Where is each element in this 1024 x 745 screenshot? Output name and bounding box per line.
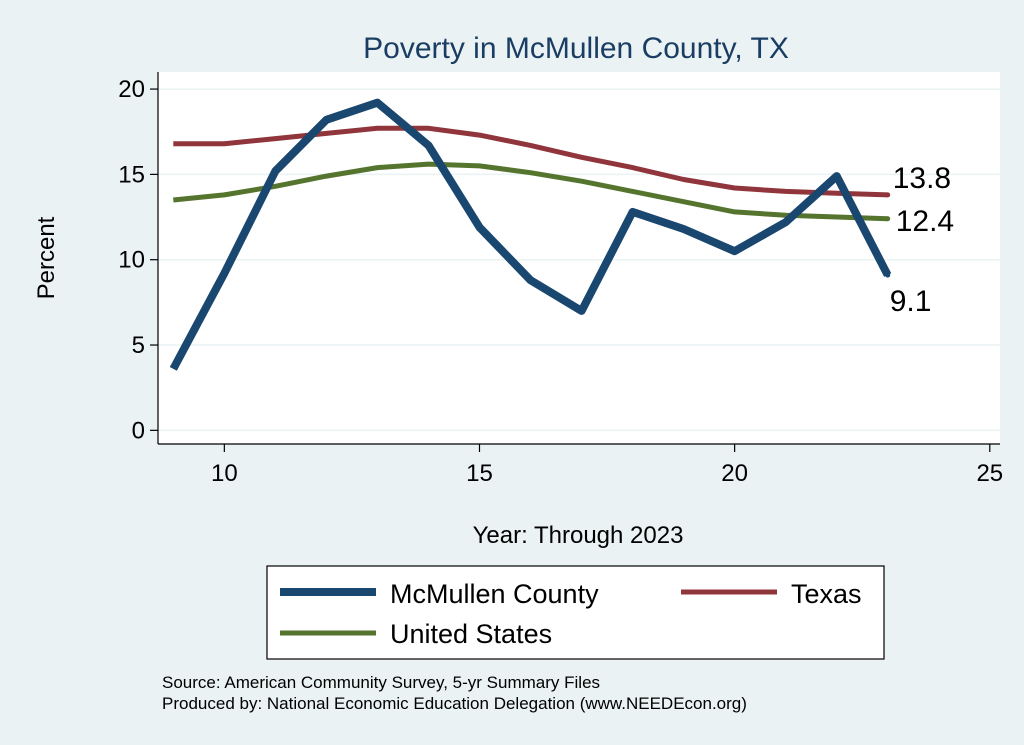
- end-label-texas: 13.8: [893, 162, 951, 195]
- legend-label-us: United States: [390, 619, 552, 649]
- end-marker-mcmullen-county: [885, 272, 891, 278]
- x-tick-label-20: 20: [721, 460, 748, 487]
- x-tick-label-15: 15: [466, 460, 493, 487]
- x-tick-label-25: 25: [976, 460, 1003, 487]
- series-line-united-states: [173, 161, 888, 222]
- y-axis-title: Percent: [33, 216, 60, 299]
- y-tick-label-5: 5: [132, 332, 145, 359]
- legend: McMullen County Texas United States: [266, 565, 885, 660]
- source-note: Source: American Community Survey, 5-yr …: [162, 673, 600, 692]
- chart-title: Poverty in McMullen County, TX: [363, 32, 789, 65]
- legend-label-mcmullen: McMullen County: [390, 579, 599, 609]
- produced-by-note: Produced by: National Economic Education…: [162, 694, 747, 713]
- end-marker-united-states: [885, 216, 891, 222]
- y-tick-label-0: 0: [132, 417, 145, 444]
- plot-area: [158, 72, 1000, 444]
- end-label-mcmullen-county: 9.1: [890, 285, 932, 318]
- grid-lines: [158, 88, 1000, 432]
- axes: 0 5 10 15 20 10 15 20 25: [118, 72, 1003, 487]
- legend-box: [266, 565, 885, 660]
- legend-label-texas: Texas: [791, 579, 862, 609]
- series-line-mcmullen-county: [169, 98, 892, 371]
- end-label-united-states: 12.4: [896, 205, 954, 238]
- series-line-texas: [173, 125, 888, 198]
- y-tick-label-20: 20: [118, 76, 145, 103]
- end-labels: 9.1 13.8 12.4: [890, 162, 954, 318]
- y-tick-label-15: 15: [118, 161, 145, 188]
- series-lines: [169, 98, 892, 371]
- x-axis-title: Year: Through 2023: [473, 522, 684, 549]
- x-tick-label-10: 10: [211, 460, 238, 487]
- y-tick-label-10: 10: [118, 247, 145, 274]
- end-marker-texas: [885, 192, 891, 198]
